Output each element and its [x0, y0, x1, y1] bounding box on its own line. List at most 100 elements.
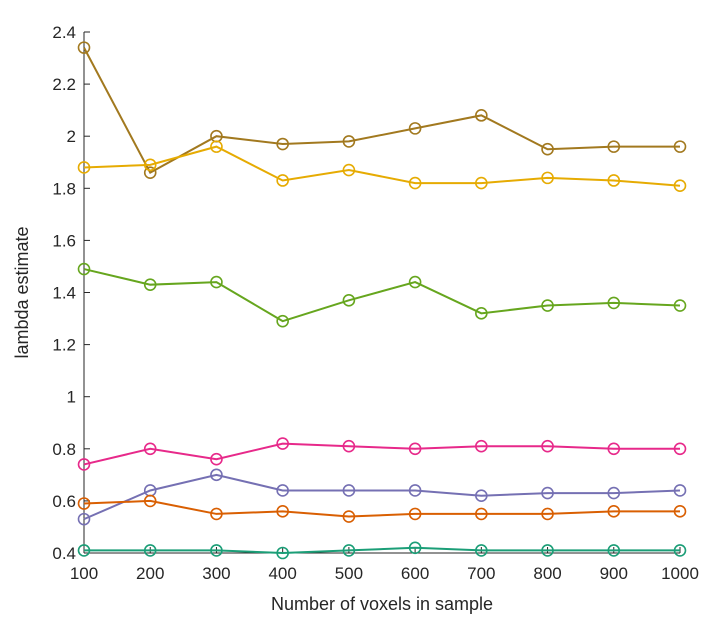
y-tick-label: 1.8 [52, 179, 76, 198]
x-tick-label: 1000 [661, 564, 699, 583]
data-point [607, 140, 621, 153]
data-point [607, 505, 621, 518]
data-point [276, 137, 289, 151]
data-point [408, 176, 422, 190]
y-tick-label: 0.6 [52, 492, 76, 511]
data-point [210, 140, 223, 153]
data-point [673, 505, 687, 518]
data-point [276, 437, 289, 450]
data-point [342, 163, 356, 177]
axes: 100 200 300 400 500 600 700 800 900 1000 0.4 0.6 0.8… [52, 23, 699, 583]
data-point [541, 486, 554, 500]
x-tick-label: 300 [202, 564, 230, 583]
data-point [408, 541, 422, 555]
data-point [342, 294, 356, 307]
data-point [607, 442, 621, 456]
data-point [408, 275, 422, 289]
data-point [143, 166, 157, 179]
series-2 [77, 262, 687, 328]
series-0 [77, 41, 687, 179]
series-layer [77, 41, 687, 560]
series-line [83, 473, 681, 521]
data-point [475, 439, 488, 453]
data-point [408, 122, 422, 135]
data-point [673, 484, 687, 497]
y-axis-label: lambda estimate [12, 226, 32, 358]
x-tick-label: 600 [401, 564, 429, 583]
x-tick-label: 800 [533, 564, 561, 583]
data-point [475, 507, 488, 521]
data-point [673, 544, 687, 557]
data-point [475, 307, 488, 320]
x-tick-label: 200 [136, 564, 164, 583]
data-point [143, 158, 157, 172]
y-tick-label: 2 [67, 127, 76, 146]
data-point [77, 497, 91, 510]
data-point [541, 439, 554, 453]
y-tick-label: 1.4 [52, 284, 76, 303]
series-1 [77, 140, 687, 192]
data-point [607, 544, 621, 557]
data-point [77, 41, 91, 54]
data-point [607, 486, 621, 500]
data-point [276, 546, 289, 560]
data-point [475, 489, 488, 502]
series-line [83, 47, 680, 175]
data-point [541, 299, 554, 312]
y-tick-label: 2.2 [52, 75, 76, 94]
series-line [83, 268, 681, 323]
x-tick-label: 100 [70, 564, 98, 583]
x-tick-label: 400 [268, 564, 296, 583]
x-tick-label: 500 [335, 564, 363, 583]
x-tick-label: 700 [467, 564, 495, 583]
data-point [276, 314, 289, 328]
data-point [210, 468, 223, 482]
y-tick-label: 2.4 [52, 23, 76, 42]
data-point [342, 544, 356, 557]
x-axis-label: Number of voxels in sample [271, 594, 493, 614]
data-point [143, 442, 157, 456]
series-5 [77, 494, 687, 523]
data-point [673, 140, 687, 153]
y-tick-label: 1.6 [52, 231, 76, 250]
series-6 [77, 541, 687, 560]
data-point [276, 484, 289, 497]
data-point [607, 296, 621, 310]
data-point [77, 161, 91, 174]
data-point [475, 176, 488, 190]
data-point [143, 494, 157, 508]
data-point [475, 544, 488, 557]
series-line [83, 442, 680, 466]
data-point [342, 439, 356, 453]
data-point [673, 442, 687, 456]
data-point [210, 275, 223, 289]
data-point [143, 544, 157, 557]
series-line [84, 546, 680, 555]
data-point [541, 171, 554, 185]
data-point [210, 544, 223, 557]
data-point [77, 458, 91, 471]
data-point [276, 505, 289, 518]
data-point [143, 278, 157, 291]
series-3 [77, 437, 687, 471]
y-tick-label: 0.4 [52, 544, 76, 563]
data-point [210, 507, 223, 521]
series-line [83, 145, 681, 187]
data-point [342, 484, 356, 497]
data-point [673, 299, 687, 312]
data-point [77, 512, 91, 526]
data-point [673, 179, 687, 192]
data-point [541, 507, 554, 521]
y-tick-label: 0.8 [52, 440, 76, 459]
data-point [276, 174, 289, 187]
data-point [210, 452, 223, 466]
series-line [83, 499, 680, 518]
data-point [541, 142, 554, 156]
series-4 [77, 468, 687, 526]
data-point [77, 262, 91, 276]
data-point [408, 442, 422, 456]
data-point [342, 510, 356, 523]
data-point [541, 544, 554, 557]
data-point [77, 544, 91, 557]
